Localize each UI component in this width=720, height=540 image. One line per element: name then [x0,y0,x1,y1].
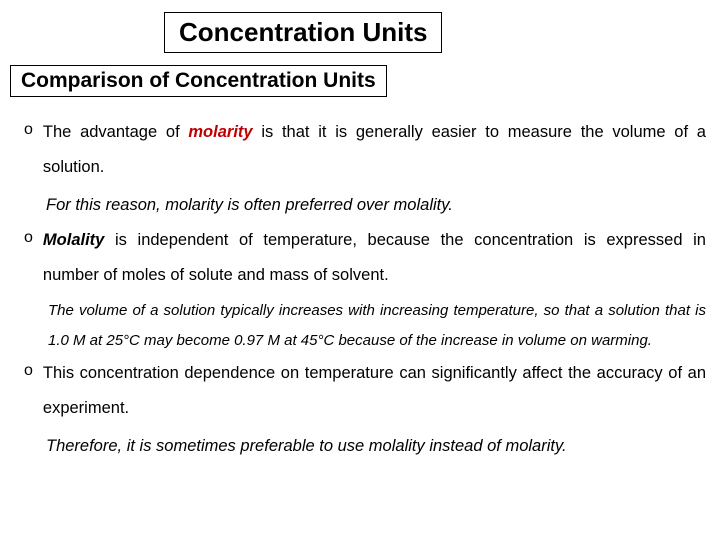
bullet-marker: o [24,356,33,425]
bullet-3-text: This concentration dependence on tempera… [43,356,706,425]
note-2: The volume of a solution typically incre… [48,296,706,356]
bullet-1: o The advantage of molarity is that it i… [14,115,706,184]
page-title: Concentration Units [179,17,427,47]
content-area: o The advantage of molarity is that it i… [14,115,706,464]
term-molality: Molality [43,231,104,249]
bullet-marker: o [24,115,33,184]
bullet-3: o This concentration dependence on tempe… [14,356,706,425]
bullet-1-text: The advantage of molarity is that it is … [43,115,706,184]
title-box: Concentration Units [164,12,442,53]
note-1: For this reason, molarity is often prefe… [46,188,706,223]
term-molarity: molarity [188,123,252,141]
page-subtitle: Comparison of Concentration Units [21,69,376,92]
bullet-marker: o [24,223,33,292]
bullet-2: o Molality is independent of temperature… [14,223,706,292]
note-3: Therefore, it is sometimes preferable to… [46,429,706,464]
subtitle-box: Comparison of Concentration Units [10,65,387,97]
bullet-2-text: Molality is independent of temperature, … [43,223,706,292]
